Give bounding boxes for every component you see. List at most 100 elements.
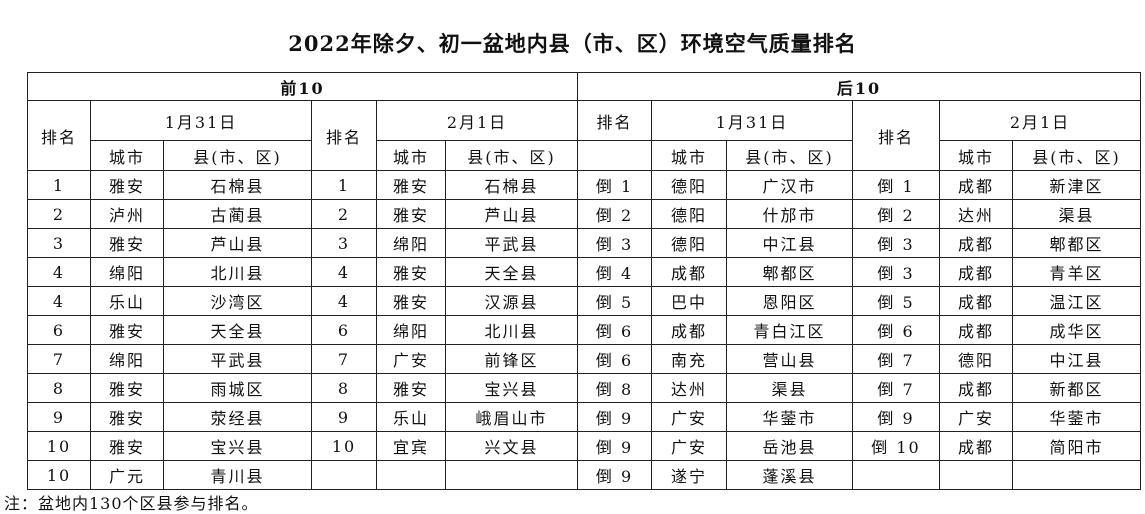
city-cell: 乐山 [90, 286, 164, 316]
rank-cell: 1 [27, 170, 91, 200]
county-header: 县(市、区) [726, 140, 853, 171]
county-cell: 天全县 [163, 315, 312, 345]
rank-cell: 10 [27, 431, 91, 461]
county-cell: 石棉县 [163, 170, 312, 200]
rank-cell: 倒 3 [577, 228, 652, 258]
table-row: 4 绵阳 北川县 4 雅安 天全县倒 4 成都 郫都区倒 3 成都 青羊区 [27, 257, 1141, 287]
county-cell: 北川县 [445, 315, 578, 345]
city-header: 城市 [90, 140, 164, 171]
rank-cell: 3 [311, 228, 377, 258]
city-cell: 雅安 [376, 199, 446, 229]
empty-cell [577, 140, 652, 171]
city-cell: 德阳 [939, 344, 1013, 374]
county-cell: 华蓥市 [726, 402, 853, 432]
city-cell: 绵阳 [90, 257, 164, 287]
city-cell: 成都 [939, 315, 1013, 345]
city-cell: 泸州 [90, 199, 164, 229]
table-row: 9 雅安 荥经县 9 乐山 峨眉山市倒 9 广安 华蓥市倒 9 广安 华蓥市 [27, 402, 1141, 432]
city-cell: 成都 [939, 257, 1013, 287]
rank-cell: 6 [27, 315, 91, 345]
city-cell: 雅安 [90, 315, 164, 345]
city-cell [939, 460, 1013, 490]
city-cell: 成都 [939, 373, 1013, 403]
rank-cell: 倒 6 [577, 344, 652, 374]
county-cell: 蓬溪县 [726, 460, 853, 490]
county-cell: 渠县 [1012, 199, 1141, 229]
county-cell: 新都区 [1012, 373, 1141, 403]
county-cell: 前锋区 [445, 344, 578, 374]
rank-cell: 7 [27, 344, 91, 374]
city-cell: 雅安 [90, 228, 164, 258]
rank-cell: 倒 4 [577, 257, 652, 287]
city-cell: 成都 [651, 315, 727, 345]
table-row: 6 雅安 天全县 6 绵阳 北川县倒 6 成都 青白江区倒 6 成都 成华区 [27, 315, 1141, 345]
city-header: 城市 [939, 140, 1013, 171]
date-header: 2月1日 [939, 100, 1141, 141]
rank-cell: 倒 3 [852, 257, 940, 287]
city-cell: 广安 [939, 402, 1013, 432]
city-cell: 绵阳 [376, 228, 446, 258]
rank-cell: 9 [311, 402, 377, 432]
county-cell: 青川县 [163, 460, 312, 490]
city-cell: 广元 [90, 460, 164, 490]
county-cell: 平武县 [163, 344, 312, 374]
bottom10-header: 后10 [577, 72, 1141, 101]
city-cell: 广安 [651, 431, 727, 461]
rank-cell [311, 460, 377, 490]
county-cell: 北川县 [163, 257, 312, 287]
rank-cell: 倒 10 [852, 431, 940, 461]
city-cell: 广安 [376, 344, 446, 374]
table-row: 10 雅安 宝兴县 10 宜宾 兴文县倒 9 广安 岳池县倒 10 成都 简阳市 [27, 431, 1141, 461]
rank-header: 排名 [852, 100, 940, 171]
county-cell: 雨城区 [163, 373, 312, 403]
city-cell: 广安 [651, 402, 727, 432]
top10-header: 前10 [27, 72, 578, 101]
county-cell: 岳池县 [726, 431, 853, 461]
table-row: 2 泸州 古蔺县 2 雅安 芦山县倒 2 德阳 什邡市倒 2 达州 渠县 [27, 199, 1141, 229]
city-cell: 成都 [939, 228, 1013, 258]
rank-cell: 6 [311, 315, 377, 345]
rank-cell: 倒 9 [577, 460, 652, 490]
county-cell: 平武县 [445, 228, 578, 258]
date-header: 1月31日 [651, 100, 853, 141]
city-cell: 成都 [939, 170, 1013, 200]
rank-cell: 4 [27, 257, 91, 287]
rank-cell: 7 [311, 344, 377, 374]
rank-cell: 2 [311, 199, 377, 229]
rank-cell: 8 [311, 373, 377, 403]
county-cell: 温江区 [1012, 286, 1141, 316]
rank-cell: 倒 5 [852, 286, 940, 316]
rank-cell: 2 [27, 199, 91, 229]
city-cell: 成都 [939, 431, 1013, 461]
county-cell: 渠县 [726, 373, 853, 403]
county-cell: 古蔺县 [163, 199, 312, 229]
county-header: 县(市、区) [1012, 140, 1141, 171]
rank-header: 排名 [27, 100, 91, 171]
city-header: 城市 [651, 140, 727, 171]
county-cell: 天全县 [445, 257, 578, 287]
city-cell: 达州 [939, 199, 1013, 229]
rank-cell: 倒 6 [577, 315, 652, 345]
county-cell: 什邡市 [726, 199, 853, 229]
county-cell: 简阳市 [1012, 431, 1141, 461]
county-header: 县(市、区) [163, 140, 312, 171]
rank-header: 排名 [311, 100, 377, 171]
rank-cell: 倒 9 [577, 431, 652, 461]
city-cell: 遂宁 [651, 460, 727, 490]
county-cell: 青羊区 [1012, 257, 1141, 287]
rank-cell: 倒 5 [577, 286, 652, 316]
rank-cell: 倒 2 [852, 199, 940, 229]
rank-cell: 4 [27, 286, 91, 316]
rank-cell: 10 [27, 460, 91, 490]
table-row: 1 雅安 石棉县 1 雅安 石棉县倒 1 德阳 广汉市倒 1 成都 新津区 [27, 170, 1141, 200]
county-cell: 郫都区 [726, 257, 853, 287]
table-row: 8 雅安 雨城区 8 雅安 宝兴县倒 8 达州 渠县倒 7 成都 新都区 [27, 373, 1141, 403]
county-cell: 芦山县 [163, 228, 312, 258]
city-cell: 巴中 [651, 286, 727, 316]
city-cell: 雅安 [376, 170, 446, 200]
county-cell: 峨眉山市 [445, 402, 578, 432]
county-cell: 汉源县 [445, 286, 578, 316]
county-cell: 沙湾区 [163, 286, 312, 316]
rank-cell: 倒 9 [577, 402, 652, 432]
county-cell: 宝兴县 [163, 431, 312, 461]
